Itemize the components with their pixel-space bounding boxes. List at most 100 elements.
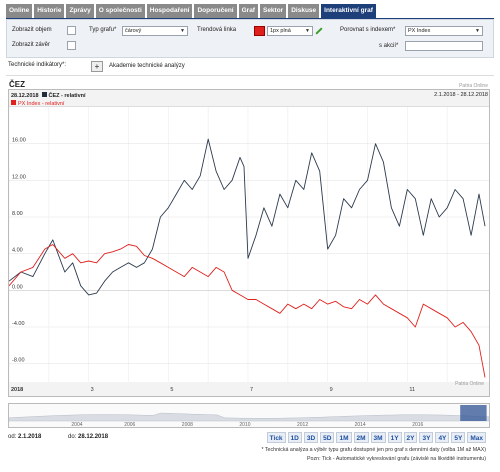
zoom-button-5d[interactable]: 5D (320, 432, 335, 443)
legend-px-label: PX Index - relativní (18, 101, 65, 107)
y-tick-label: 16.00 (12, 138, 26, 144)
zoom-button-1d[interactable]: 1D (287, 432, 302, 443)
stock-input[interactable] (405, 41, 483, 51)
legend-cez-swatch (41, 92, 47, 97)
zoom-button-2m[interactable]: 2M (353, 432, 369, 443)
y-tick-label: -4.00 (12, 321, 25, 327)
to-date: do: 28.12.2018 (68, 434, 108, 440)
from-date: od: 2.1.2018 (8, 434, 41, 440)
zoom-button-3d[interactable]: 3D (303, 432, 319, 443)
date-range: 2.1.2018 - 28.12.2018 (434, 92, 488, 98)
compare-index-label: Porovnat s indexem* (340, 27, 396, 33)
tab-3[interactable]: O společnosti (95, 4, 145, 18)
y-tick-label: -8.00 (12, 358, 25, 364)
tab-8[interactable]: Diskuse (288, 4, 320, 18)
to-value[interactable]: 28.12.2018 (78, 434, 109, 440)
zoom-button-2y[interactable]: 2Y (403, 432, 418, 443)
navigator-year-label: 2012 (297, 422, 308, 427)
zoom-button-3y[interactable]: 3Y (419, 432, 434, 443)
tab-bar: Online Historie Zprávy O společnosti Hospoda… (6, 4, 376, 18)
tab-1[interactable]: Historie (34, 4, 65, 18)
navigator-selection[interactable] (460, 405, 487, 421)
y-tick-label: 0.00 (12, 284, 23, 290)
legend-date: 28.12.2018 (11, 93, 39, 99)
legend-cez-label: ČEZ - relativní (48, 93, 86, 99)
x-tick-label: 9 (330, 387, 333, 393)
zoom-button-tick[interactable]: Tick (266, 432, 286, 443)
watermark-top: Patria Online (459, 83, 488, 89)
legend-px-swatch (11, 100, 16, 105)
academy-link[interactable]: Akademie technické analýzy (109, 63, 185, 69)
tab-underline (6, 18, 494, 19)
tab-7[interactable]: Sektor (259, 4, 287, 18)
divider (6, 75, 494, 76)
x-tick-label: 3 (91, 387, 94, 393)
series-line-0 (9, 138, 486, 296)
stock-label: s akcií* (379, 43, 399, 49)
from-label: od: (8, 434, 17, 440)
navigator-year-label: 2008 (182, 422, 193, 427)
tab-2[interactable]: Zprávy (66, 4, 94, 18)
indicators-label: Technické indikátory*: (8, 62, 67, 68)
x-axis-band (9, 382, 489, 396)
tab-6[interactable]: Graf (238, 4, 258, 18)
chart-frame (8, 89, 490, 397)
chevron-down-icon: ▼ (180, 28, 185, 34)
zoom-button-1y[interactable]: 1Y (387, 432, 402, 443)
navigator-year-label: 2014 (355, 422, 366, 427)
chevron-down-icon: ▼ (305, 28, 310, 34)
navigator-year-label: 2006 (124, 422, 135, 427)
chart-title: ČEZ (9, 80, 25, 89)
watermark-bottom: Patria Online (455, 381, 484, 387)
navigator-year-label: 2004 (71, 422, 82, 427)
show-close-checkbox[interactable] (67, 41, 76, 50)
y-tick-label: 12.00 (12, 174, 26, 180)
show-volume-label: Zobrazit objem (12, 27, 52, 33)
tab-4[interactable]: Hospodaření (146, 4, 193, 18)
navigator-year-label: 2010 (239, 422, 250, 427)
range-navigator[interactable]: 2004 2006 2008 2010 2012 2014 2016 (9, 404, 489, 427)
y-tick-label: 4.00 (12, 248, 23, 254)
price-chart[interactable]: 16.00 12.00 8.00 4.00 0.00 -4.00 -8.00 2018 3 5 7 9… (9, 107, 489, 396)
chart-type-label: Typ grafu* (89, 27, 117, 33)
legend-cez: 28.12.2018 ČEZ - relativní (11, 92, 86, 99)
legend-px: PX Index - relativní (11, 100, 64, 107)
x-tick-label: 11 (409, 387, 415, 393)
footnote-tick: Pozn: Tick - Automatické vykreslování gr… (307, 456, 486, 462)
series-line-1 (9, 244, 486, 378)
pen-icon[interactable] (315, 27, 323, 35)
chart-type-select[interactable]: čárový ▼ (122, 26, 188, 36)
trend-line-label: Trendová linka (197, 27, 237, 33)
zoom-button-1m[interactable]: 1M (336, 432, 352, 443)
x-tick-label: 2018 (11, 387, 23, 393)
tab-5[interactable]: Doporučení (194, 4, 237, 18)
zoom-button-max[interactable]: Max (467, 432, 486, 443)
zoom-buttons: Tick 1D 3D 5D 1M 2M 3M 1Y 2Y 3Y 4Y 5Y Max (266, 432, 486, 443)
compare-index-select[interactable]: PX Index ▼ (405, 26, 483, 36)
footnote-analysis: * Technická analýza a výběr typu grafu d… (261, 447, 486, 453)
navigator-year-label: 2016 (412, 422, 423, 427)
chart-type-value: čárový (125, 28, 142, 34)
tab-0[interactable]: Online (6, 4, 33, 18)
navigator-area (9, 412, 489, 422)
y-tick-label: 8.00 (12, 211, 23, 217)
x-tick-label: 5 (170, 387, 173, 393)
gridlines (9, 107, 489, 382)
tab-9[interactable]: Interaktivní graf (321, 4, 376, 18)
zoom-button-4y[interactable]: 4Y (435, 432, 450, 443)
chart-legend-bar (9, 90, 489, 107)
from-value[interactable]: 2.1.2018 (18, 434, 42, 440)
trend-line-style-select[interactable]: 1px plná ▼ (267, 26, 313, 36)
zoom-button-5y[interactable]: 5Y (451, 432, 466, 443)
trend-line-style-value: 1px plná (270, 28, 291, 34)
show-volume-checkbox[interactable] (67, 26, 76, 35)
show-close-label: Zobrazit závěr (12, 42, 51, 48)
x-tick-label: 7 (250, 387, 253, 393)
chart-controls-panel: Zobrazit objem Zobrazit závěr Typ grafu*… (6, 19, 494, 58)
to-label: do: (68, 434, 77, 440)
zoom-button-3m[interactable]: 3M (370, 432, 386, 443)
compare-index-value: PX Index (408, 28, 431, 34)
add-indicator-button[interactable]: + (91, 61, 103, 72)
trend-color-swatch[interactable] (254, 26, 265, 36)
chevron-down-icon: ▼ (475, 28, 480, 34)
